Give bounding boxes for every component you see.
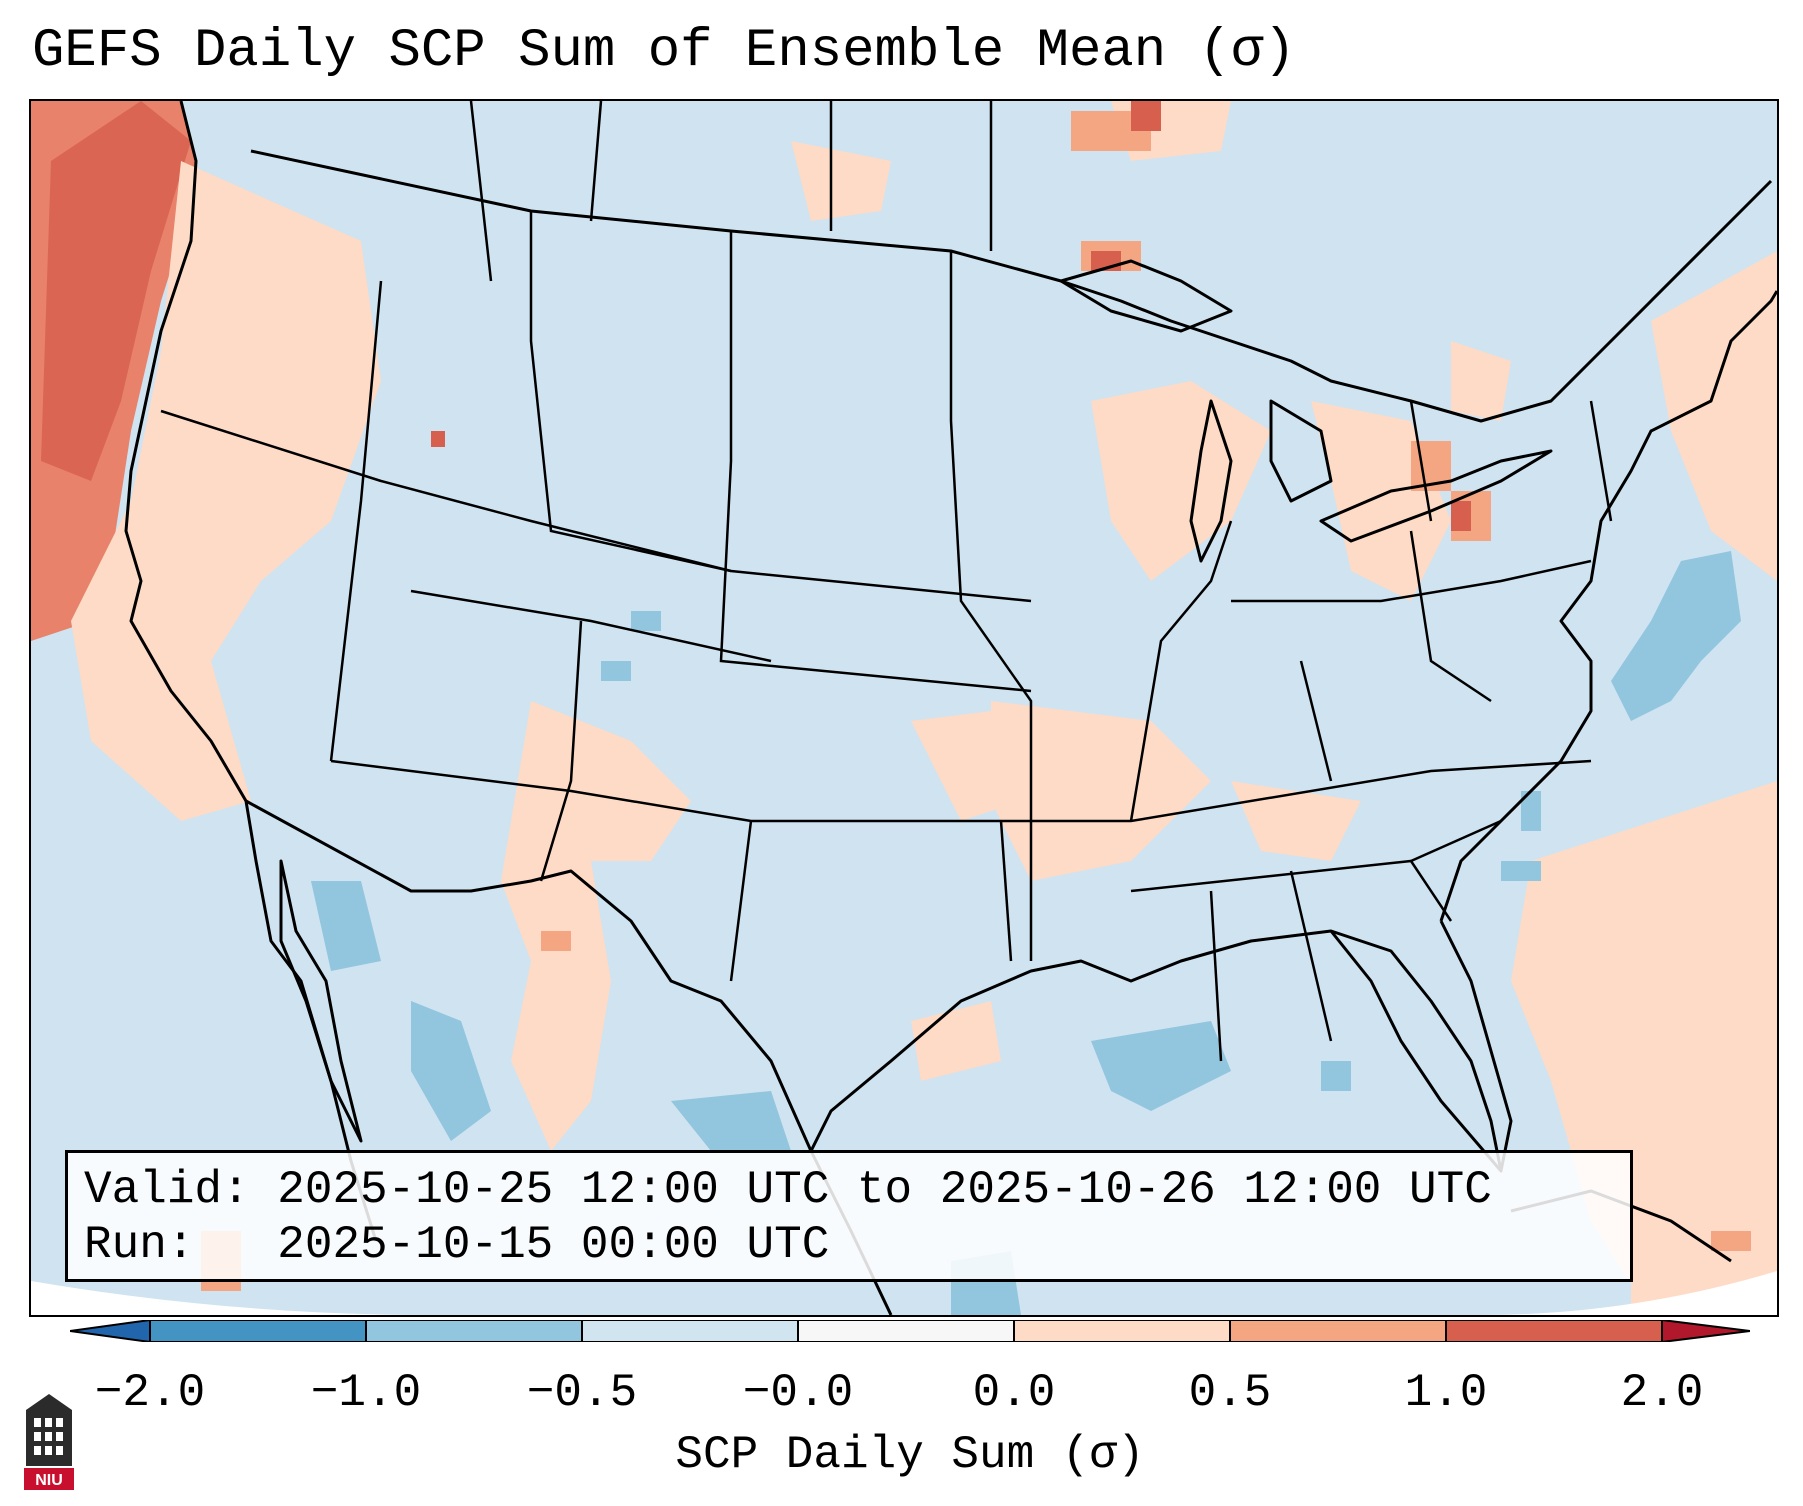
canada-border [250, 149, 1773, 423]
colorbar-extend-low [70, 1320, 150, 1342]
colorbar-bin-0-05 [1014, 1320, 1230, 1342]
colorbar-ticks [149, 1320, 1663, 1342]
outside-domain-right [1481, 1271, 1777, 1315]
colorbar-bin-neutral [798, 1320, 1014, 1342]
scp-map [31, 101, 1777, 1315]
florida [1329, 920, 1513, 1173]
colorbar-tick-label: −0.5 [526, 1367, 638, 1419]
outside-domain-left [31, 1281, 431, 1315]
colorbar-tick-label: 2.0 [1620, 1367, 1704, 1419]
gulf-coast [809, 929, 1503, 1172]
lake-huron [1269, 399, 1333, 503]
colorbar-tick-label: 0.0 [972, 1367, 1056, 1419]
pacific-strongest-anomaly [41, 101, 191, 481]
moderate-anomaly-spots [201, 111, 1751, 1291]
valid-run-info-box: Valid: 2025-10-25 12:00 UTC to 2025-10-2… [65, 1150, 1633, 1282]
baja-peninsula [279, 859, 363, 1143]
great-lakes-superior [1059, 259, 1233, 333]
colorbar-bin-1-2 [1446, 1320, 1662, 1342]
state-borders [160, 101, 1613, 1062]
colorbar-tick-label: −2.0 [94, 1367, 206, 1419]
east-coast [1439, 290, 1777, 922]
logo-text: NIU [35, 1472, 63, 1489]
colorbar-tick-label: −1.0 [310, 1367, 422, 1419]
colorbar-bin-neg2-neg1 [150, 1320, 366, 1342]
colorbar [70, 1320, 1750, 1342]
lake-erie-ontario [1319, 449, 1553, 543]
strong-anomaly-spots [431, 101, 1471, 531]
valid-time-text: Valid: 2025-10-25 12:00 UTC to 2025-10-2… [84, 1164, 1492, 1216]
colorbar-bin-neg1-neg05 [366, 1320, 582, 1342]
colorbar-tick-label: 0.5 [1188, 1367, 1272, 1419]
page-title: GEFS Daily SCP Sum of Ensemble Mean (σ) [32, 21, 1296, 82]
positive-anomaly-regions [71, 101, 1777, 1315]
colorbar-tick-label: 1.0 [1404, 1367, 1488, 1419]
run-time-text: Run: 2025-10-15 00:00 UTC [84, 1219, 830, 1271]
colorbar-label: SCP Daily Sum (σ) [675, 1429, 1145, 1481]
colorbar-tick-label: −0.0 [742, 1367, 854, 1419]
colorbar-extend-high [1662, 1320, 1750, 1342]
colorbar-bin-neg05-0 [582, 1320, 798, 1342]
map-panel [29, 99, 1779, 1317]
colorbar-bin-05-1 [1230, 1320, 1446, 1342]
niu-logo-icon: NIU [24, 1394, 74, 1490]
lake-michigan [1189, 399, 1233, 563]
